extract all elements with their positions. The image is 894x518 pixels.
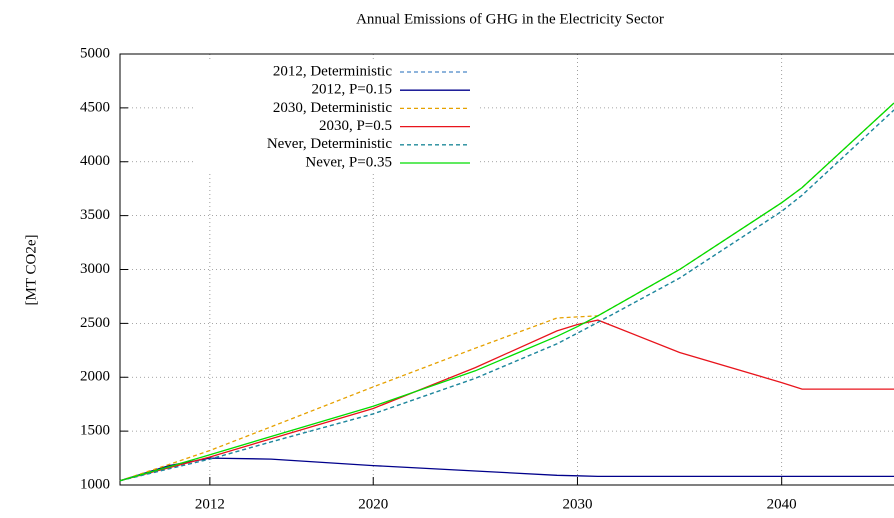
legend-box: [195, 60, 480, 174]
series-line: [119, 109, 894, 482]
legend-label: 2030, P=0.5: [319, 118, 392, 134]
y-tick-label: 2000: [80, 369, 110, 385]
y-tick-label: 1500: [80, 423, 110, 439]
y-tick-label: 1000: [80, 476, 110, 492]
x-tick-label: 2040: [767, 496, 797, 512]
y-tick-label: 3000: [80, 261, 110, 277]
y-tick-label: 5000: [80, 45, 110, 61]
chart-title: Annual Emissions of GHG in the Electrici…: [356, 11, 664, 27]
x-tick-label: 2020: [358, 496, 388, 512]
y-tick-label: 3500: [80, 207, 110, 223]
legend-label: 2012, Deterministic: [273, 63, 392, 79]
y-axis-label: [MT CO2e]: [23, 235, 39, 306]
legend-label: Never, Deterministic: [267, 136, 393, 152]
x-tick-label: 2012: [195, 496, 225, 512]
series-line: [119, 457, 894, 482]
legend-label: 2012, P=0.15: [311, 82, 392, 98]
y-tick-label: 2500: [80, 315, 110, 331]
y-tick-label: 4000: [80, 153, 110, 169]
axis-frame: [119, 53, 894, 486]
legend-label: 2030, Deterministic: [273, 100, 392, 116]
x-tick-label: 2030: [562, 496, 592, 512]
legend-label: Never, P=0.35: [305, 154, 392, 170]
y-tick-label: 4500: [80, 99, 110, 115]
series-line: [119, 102, 894, 482]
series-line: [119, 319, 894, 482]
